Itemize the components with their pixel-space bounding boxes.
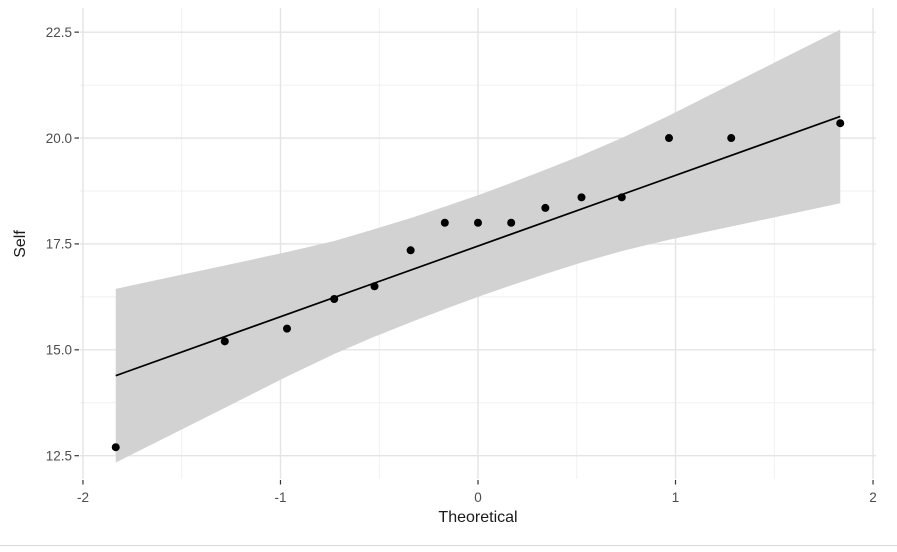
data-point	[507, 218, 516, 227]
data-point	[541, 203, 550, 212]
x-axis-ticks	[82, 480, 874, 485]
x-tick-label: 0	[474, 490, 482, 505]
x-tick-label: -2	[77, 490, 89, 505]
x-tick-label: 1	[672, 490, 680, 505]
data-point	[665, 134, 674, 143]
data-point	[617, 193, 626, 202]
y-tick-label: 17.5	[46, 237, 72, 252]
x-tick-label: -1	[274, 490, 286, 505]
x-axis-title: Theoretical	[438, 509, 518, 526]
data-points	[111, 119, 845, 452]
major-gridlines	[80, 8, 876, 479]
data-point	[836, 119, 845, 128]
qq-fit-line	[115, 115, 841, 377]
data-point	[727, 134, 736, 143]
y-tick-label: 12.5	[46, 449, 72, 464]
data-point	[220, 337, 229, 346]
x-tick-label: 2	[869, 490, 877, 505]
data-point	[406, 246, 415, 255]
data-point	[474, 218, 482, 227]
data-point	[330, 294, 339, 303]
y-tick-label: 22.5	[46, 25, 72, 40]
data-point	[111, 443, 120, 452]
data-point	[577, 193, 586, 202]
y-axis-title: Self	[12, 230, 29, 258]
data-point	[440, 218, 449, 227]
bottom-divider-line	[0, 545, 897, 546]
y-tick-label: 15.0	[46, 343, 72, 358]
y-tick-labels: 12.5 15.0 17.5 20.0 22.5	[46, 25, 72, 464]
y-tick-label: 20.0	[46, 131, 72, 146]
data-point	[370, 282, 379, 291]
y-axis-ticks	[74, 31, 79, 457]
data-point	[282, 324, 291, 333]
x-tick-labels: -2 -1 0 1 2	[77, 490, 877, 505]
